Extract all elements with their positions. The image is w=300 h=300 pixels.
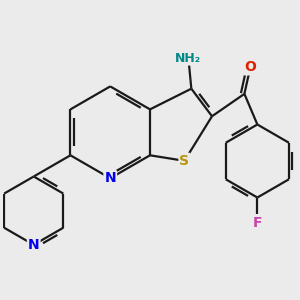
Text: N: N [28,238,40,252]
Text: F: F [253,216,262,230]
Text: NH₂: NH₂ [175,52,202,64]
Text: S: S [179,154,190,168]
Text: N: N [104,171,116,185]
Text: O: O [244,60,256,74]
